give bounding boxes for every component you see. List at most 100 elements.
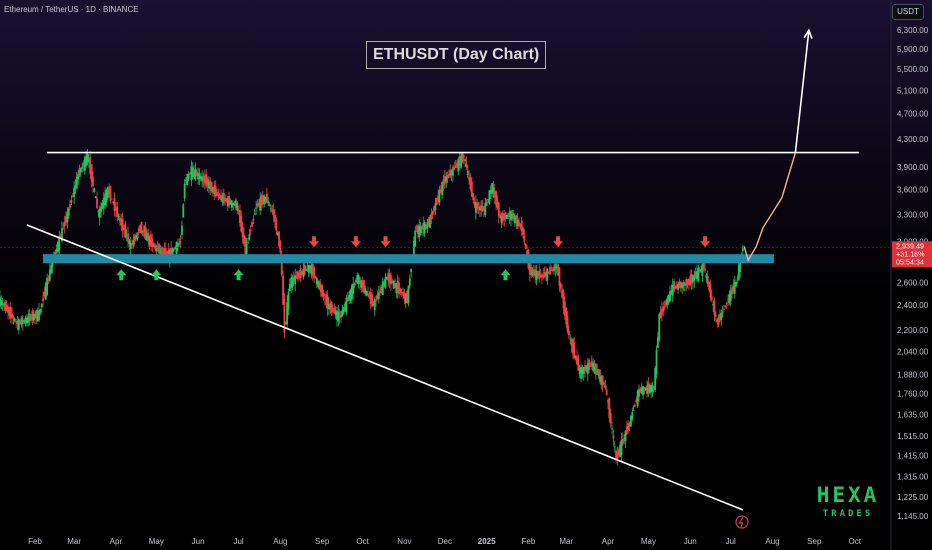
watermark-line2: TRADES xyxy=(823,509,874,519)
candle-body xyxy=(408,278,411,286)
candle-body xyxy=(443,176,446,184)
candle-body xyxy=(476,202,479,210)
x-tick-label: Oct xyxy=(356,537,369,546)
candle-body xyxy=(634,404,636,407)
candle-body xyxy=(63,221,66,227)
y-tick-label: 2,200.00 xyxy=(897,326,929,335)
candle-body xyxy=(271,208,274,212)
candle-body xyxy=(179,241,182,243)
candle-body xyxy=(561,289,564,298)
candle-body xyxy=(712,303,715,306)
candle-body xyxy=(371,294,373,307)
candle-body xyxy=(368,295,371,299)
candle-body xyxy=(292,276,295,282)
candle-body xyxy=(384,276,387,288)
projection-breakout-line[interactable] xyxy=(794,30,810,153)
descending-support-trendline[interactable] xyxy=(26,224,744,511)
projection-arrowhead xyxy=(803,28,813,39)
candle-body xyxy=(491,183,493,194)
candle-body xyxy=(365,290,368,296)
candle-body xyxy=(508,211,511,218)
candle-body xyxy=(518,221,520,226)
candle-body xyxy=(662,306,665,312)
candle-body xyxy=(79,168,82,173)
candle-body xyxy=(464,159,466,161)
candle-body xyxy=(193,171,195,173)
candle-body xyxy=(418,225,421,238)
candle-body xyxy=(113,197,116,211)
candle-body xyxy=(367,293,369,296)
candle-body xyxy=(66,212,69,223)
y-tick-label: 1,415.00 xyxy=(897,452,929,461)
candle-body xyxy=(403,291,406,299)
y-tick-label: 6,300.00 xyxy=(897,26,929,35)
candle-body xyxy=(661,309,663,315)
candle-body xyxy=(481,206,484,212)
price-axis[interactable]: 6,300.00 5,900.00 5,500.00 5,100.00 4,700.00… xyxy=(892,26,932,521)
candle-body xyxy=(584,365,586,371)
candle-body xyxy=(15,321,18,322)
y-tick-label: 1,145.00 xyxy=(897,512,929,521)
candle-body xyxy=(247,241,249,243)
candle-body xyxy=(291,276,294,288)
candle-body xyxy=(659,311,662,318)
candle-body xyxy=(611,428,613,430)
candle-body xyxy=(119,217,121,221)
candle-body xyxy=(209,180,212,190)
candle-body xyxy=(739,258,742,273)
candle-body xyxy=(294,275,297,285)
candle-body xyxy=(588,359,591,371)
symbol-header[interactable]: Ethereum / TetherUS · 1D · BINANCE xyxy=(4,5,139,14)
candle-body xyxy=(217,193,220,197)
candle-body xyxy=(181,225,183,236)
candle-body xyxy=(21,319,24,324)
candle-body xyxy=(725,302,728,304)
candle-body xyxy=(593,366,596,371)
current-price-tag[interactable]: 2,939.49+31.18%05:54:34 xyxy=(892,241,932,268)
y-tick-label: 4,700.00 xyxy=(897,110,929,119)
candle-body xyxy=(549,266,551,275)
candle-body xyxy=(233,203,236,206)
candle-body xyxy=(197,172,200,180)
candle-body xyxy=(202,176,205,182)
candle-body xyxy=(132,240,135,245)
candle-body xyxy=(346,297,349,302)
candle-body xyxy=(666,297,669,306)
candle-body xyxy=(731,287,733,295)
candle-body xyxy=(226,198,229,207)
candle-body xyxy=(485,202,488,206)
candle-body xyxy=(86,153,89,163)
candle-body xyxy=(578,367,581,374)
candle-body xyxy=(109,186,112,201)
candle-body xyxy=(307,264,310,273)
candle-body xyxy=(330,302,333,313)
candle-body xyxy=(321,285,324,297)
time-axis[interactable]: Feb Mar Apr May Jun Jul Aug Sep Oct Nov Dec 2025 Feb… xyxy=(28,537,862,546)
candle-body xyxy=(252,219,255,221)
x-tick-label: May xyxy=(149,537,164,546)
candle-body xyxy=(654,367,657,390)
candle-body xyxy=(546,268,549,281)
support-zone[interactable] xyxy=(43,254,774,264)
candle-body xyxy=(317,281,320,287)
candle-body xyxy=(577,357,580,371)
candle-body xyxy=(620,440,623,455)
tradingview-flash-icon[interactable] xyxy=(735,515,749,529)
y-tick-label: 1,880.00 xyxy=(897,371,929,380)
candle-body xyxy=(121,218,124,231)
candle-body xyxy=(147,232,150,242)
candle-body xyxy=(402,291,404,296)
currency-tag[interactable]: USDT xyxy=(892,4,924,20)
candle-body xyxy=(345,297,348,312)
candle-body xyxy=(701,263,704,276)
candle-body xyxy=(110,198,113,200)
candle-body xyxy=(727,300,729,302)
candle-body xyxy=(656,337,659,348)
candle-body xyxy=(414,230,417,247)
projection-path[interactable] xyxy=(743,152,797,262)
candle-body xyxy=(315,277,318,285)
candle-body xyxy=(70,200,73,203)
candle-body xyxy=(497,202,500,217)
candle-body xyxy=(469,178,472,190)
